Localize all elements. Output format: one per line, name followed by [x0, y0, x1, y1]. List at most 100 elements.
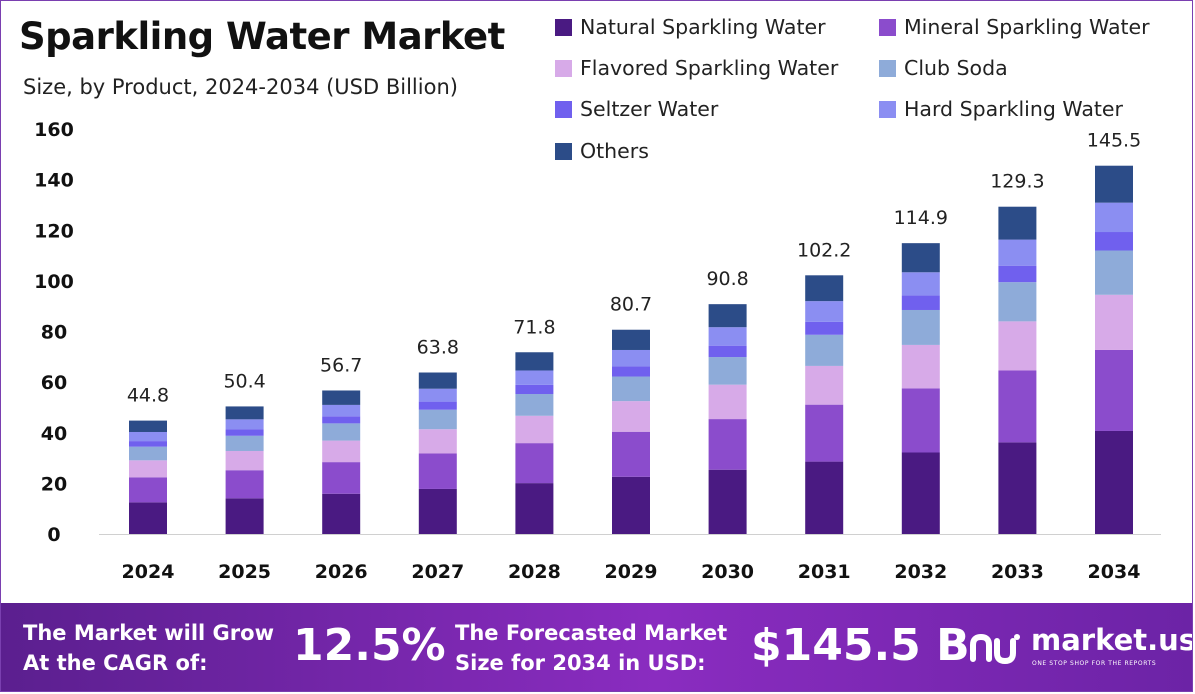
- x-tick-label: 2026: [315, 561, 368, 583]
- bar-segment-club-soda: [515, 394, 554, 416]
- bar-segment-flavored-sparkling-water: [322, 440, 361, 463]
- bar-segment-natural-sparkling-water: [225, 498, 264, 534]
- forecast-label-line2: Size for 2034 in USD:: [455, 651, 706, 675]
- x-tick-label: 2030: [701, 561, 754, 583]
- x-tick-label: 2027: [411, 561, 464, 583]
- cagr-label-line2: At the CAGR of:: [23, 651, 208, 675]
- brand-name: market.us: [1031, 623, 1193, 657]
- bar-segment-seltzer-water: [708, 345, 747, 358]
- market-us-logo-icon: [970, 633, 1020, 665]
- bar-segment-mineral-sparkling-water: [805, 404, 844, 462]
- bar-segment-flavored-sparkling-water: [515, 415, 554, 444]
- bar-segment-mineral-sparkling-water: [515, 443, 554, 484]
- bar-total-label: 90.8: [706, 268, 748, 290]
- bar-segment-seltzer-water: [1095, 232, 1133, 251]
- bar-total-label: 50.4: [223, 370, 265, 392]
- bar-segment-hard-sparkling-water: [515, 370, 554, 385]
- bar-segment-mineral-sparkling-water: [708, 419, 747, 470]
- bar-total-label: 129.3: [990, 171, 1044, 193]
- legend-swatch: [879, 18, 896, 36]
- x-tick-label: 2031: [798, 561, 851, 583]
- x-tick-label: 2033: [991, 561, 1044, 583]
- bar-segment-club-soda: [225, 435, 264, 451]
- bar-segment-flavored-sparkling-water: [1095, 294, 1133, 350]
- bar-segment-club-soda: [901, 309, 940, 345]
- bar-segment-hard-sparkling-water: [322, 404, 361, 417]
- legend-item-others: Others: [555, 139, 649, 163]
- bar-segment-seltzer-water: [612, 366, 650, 377]
- legend-swatch: [879, 100, 896, 118]
- bar-segment-club-soda: [708, 357, 747, 385]
- legend-swatch: [555, 100, 572, 118]
- x-tick-label: 2025: [218, 561, 271, 583]
- bar-segment-hard-sparkling-water: [418, 388, 457, 402]
- bar-segment-hard-sparkling-water: [998, 239, 1037, 266]
- bar-segment-club-soda: [612, 376, 650, 402]
- cagr-label: The Market will Grow At the CAGR of:: [23, 618, 274, 678]
- bar-segment-natural-sparkling-water: [901, 452, 940, 534]
- bar-segment-mineral-sparkling-water: [998, 370, 1037, 443]
- legend-swatch: [555, 59, 572, 77]
- bar-segment-others: [322, 390, 361, 405]
- footer-banner: The Market will Grow At the CAGR of: 12.…: [1, 603, 1193, 691]
- bar-segment-natural-sparkling-water: [612, 476, 650, 534]
- legend-item-mineral-sparkling-water: Mineral Sparkling Water: [879, 15, 1150, 39]
- chart-legend: Natural Sparkling Water Mineral Sparklin…: [555, 13, 1185, 183]
- bar-segment-flavored-sparkling-water: [901, 344, 940, 389]
- x-tick-label: 2029: [605, 561, 658, 583]
- bar-segment-hard-sparkling-water: [129, 431, 167, 442]
- bar-segment-natural-sparkling-water: [418, 488, 457, 534]
- bar-segment-mineral-sparkling-water: [225, 470, 264, 499]
- bar-segment-natural-sparkling-water: [129, 502, 167, 534]
- bar-segment-natural-sparkling-water: [1095, 430, 1133, 534]
- chart-title: Sparkling Water Market: [19, 15, 505, 58]
- legend-label: Club Soda: [904, 56, 1008, 80]
- legend-swatch: [555, 142, 572, 160]
- bar-segment-seltzer-water: [418, 401, 457, 410]
- stacked-bar-chart: 0 20 40 60 80 100 120 140 160 44.8 2024 50.4 2025 56.…: [34, 119, 1161, 583]
- y-tick-label: 0: [47, 524, 60, 546]
- bar-segment-seltzer-water: [805, 321, 844, 335]
- bar-segment-club-soda: [322, 423, 361, 441]
- bar-total-label: 80.7: [610, 294, 652, 316]
- legend-label: Hard Sparkling Water: [904, 97, 1123, 121]
- legend-swatch: [879, 59, 896, 77]
- bar-segment-seltzer-water: [998, 265, 1037, 283]
- bar-segment-seltzer-water: [225, 429, 264, 436]
- bar-segment-mineral-sparkling-water: [322, 462, 361, 494]
- bar-segment-seltzer-water: [901, 295, 940, 310]
- y-tick-label: 120: [34, 220, 74, 242]
- legend-label: Mineral Sparkling Water: [904, 15, 1150, 39]
- bar-segment-seltzer-water: [322, 416, 361, 424]
- bar-segment-flavored-sparkling-water: [998, 321, 1037, 371]
- bar-segment-others: [129, 420, 167, 432]
- bar-segment-flavored-sparkling-water: [418, 429, 457, 454]
- bar-segment-mineral-sparkling-water: [612, 431, 650, 477]
- bar-segment-others: [901, 243, 940, 273]
- bar-segment-others: [418, 372, 457, 389]
- bar-segment-natural-sparkling-water: [322, 493, 361, 534]
- bar-segment-others: [805, 275, 844, 302]
- legend-label: Flavored Sparkling Water: [580, 56, 839, 80]
- cagr-label-line1: The Market will Grow: [23, 621, 274, 645]
- bar-segment-flavored-sparkling-water: [805, 365, 844, 405]
- y-tick-label: 160: [34, 119, 74, 141]
- bar-segment-club-soda: [418, 409, 457, 430]
- bar-segment-hard-sparkling-water: [1095, 202, 1133, 233]
- bar-segment-club-soda: [805, 334, 844, 366]
- bar-segment-hard-sparkling-water: [708, 327, 747, 346]
- bar-segment-natural-sparkling-water: [515, 483, 554, 534]
- bar-segment-flavored-sparkling-water: [129, 460, 167, 478]
- bar-segment-others: [1095, 165, 1133, 203]
- bar-total-label: 145.5: [1087, 130, 1141, 152]
- legend-swatch: [555, 18, 572, 36]
- chart-subtitle: Size, by Product, 2024-2034 (USD Billion…: [23, 75, 458, 99]
- bar-segment-club-soda: [129, 446, 167, 461]
- forecast-value: $145.5 B: [751, 620, 970, 671]
- forecast-label: The Forecasted Market Size for 2034 in U…: [455, 618, 727, 678]
- bar-segment-others: [612, 329, 650, 350]
- bar-segment-others: [998, 206, 1037, 240]
- y-tick-label: 100: [34, 271, 74, 293]
- bar-segment-hard-sparkling-water: [225, 419, 264, 430]
